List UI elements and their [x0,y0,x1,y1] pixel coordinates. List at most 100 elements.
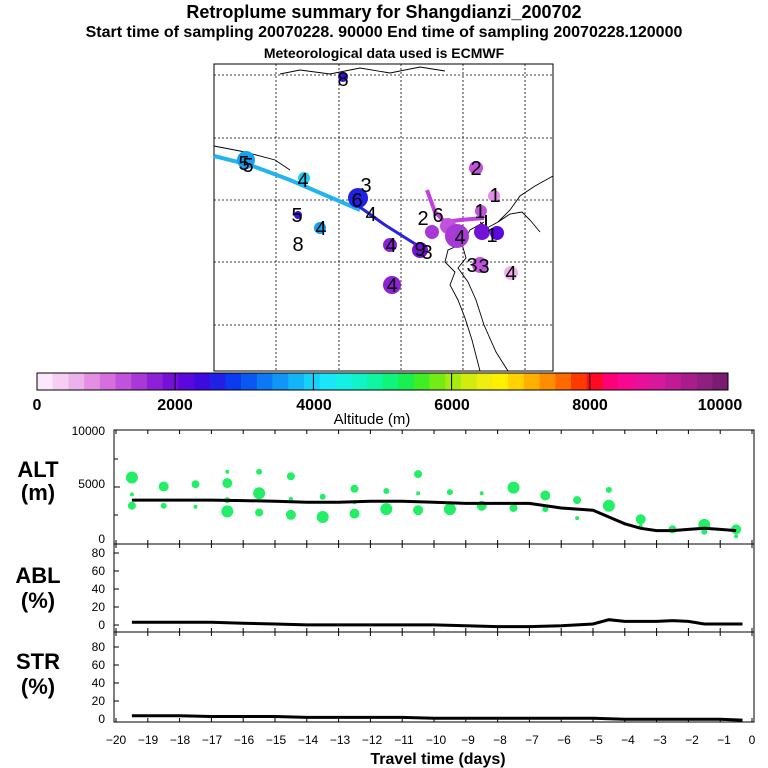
colorbar-segment [241,373,258,390]
x-tick-label: −12 [362,733,383,747]
colorbar-label: Altitude (m) [334,411,411,428]
colorbar-segment [602,373,619,390]
map-label: 1 [489,185,500,207]
abl-series-line [131,618,743,629]
x-tick-label: −2 [685,733,699,747]
map-label: 5 [242,155,253,177]
map-label: 5 [291,205,302,227]
colorbar-segment [445,373,462,390]
colorbar-segment [665,373,682,390]
colorbar-tick: 10000 [698,397,743,414]
colorbar-segment [586,373,603,390]
map-label: 4 [505,263,516,285]
x-axis-label: Travel time (days) [370,751,505,768]
map-label: 1 [474,201,485,223]
map-label: 8 [292,234,303,256]
alt-ytick: 5000 [78,477,105,491]
alt-ytick: 10000 [72,424,106,438]
panel-frames [113,429,755,723]
x-tick-label: −8 [493,733,507,747]
colorbar-segment [146,373,163,390]
map-label: 2 [470,158,481,180]
map-label: 4 [386,275,397,297]
trajectory-line-blue [349,198,421,249]
map-label: 3 [360,175,371,197]
alt-scatter-point [256,468,263,475]
colorbar-segment [413,373,430,390]
x-tick-label: −14 [298,733,319,747]
alt-scatter-point [255,508,264,517]
colorbar-segment [303,373,320,390]
map-marker [298,172,310,184]
x-tick-label: −5 [589,733,603,747]
map-label: 6 [351,190,362,212]
alt-scatter-point [380,503,393,516]
colorbar-segment [99,373,116,390]
str-ytick: 0 [98,712,105,726]
colorbar-segment [209,373,226,390]
alt-series-line [131,498,737,533]
map-marker [445,224,469,248]
alt-scatter-point [160,502,167,509]
colorbar-segment [712,373,729,390]
abl-ytick: 0 [98,618,105,632]
colorbar-segment [37,373,53,390]
str-panel-label: STR [16,649,60,674]
x-tick-label: −16 [234,733,255,747]
map-gridlines [214,64,553,371]
x-tick-label: −11 [394,733,414,747]
map-marker [504,266,518,280]
colorbar-tick: 6000 [434,397,470,414]
alt-scatter-point [158,481,169,492]
str-series-line [131,714,743,722]
alt-scatter-point [285,509,296,520]
x-tick-label: −1 [717,733,731,747]
map-label: 3 [421,242,432,264]
map-marker [472,257,488,273]
x-tick-label: −17 [202,733,223,747]
alt-scatter-point [413,505,424,516]
x-tick-label: −10 [426,733,447,747]
map-marker [469,161,483,175]
map-label: 3 [478,256,489,278]
alt-scatter-point [125,471,138,484]
abl-ytick: 60 [92,564,106,578]
alt-panel-label: ALT [17,457,59,482]
alt-scatter-point [446,489,453,496]
alt-scatter-point [349,508,360,519]
colorbar-segment [680,373,697,390]
alt-scatter-point [129,492,134,497]
map-label: 4 [315,218,326,240]
colorbar-segment [52,373,69,390]
colorbar-segment [84,373,101,390]
alt-scatter-point [416,491,421,496]
map-marker [475,205,487,217]
map-marker [425,225,439,239]
colorbar-segment [225,373,242,390]
map-label: 6 [432,205,443,227]
map-label: 5 [238,153,249,175]
alt-scatter-point [509,504,518,512]
chart-title: Retroplume summary for Shangdianzi_20070… [186,2,582,22]
map-label: 9 [414,239,425,261]
x-tick-label: −9 [461,733,475,747]
map-label: 4 [454,227,465,249]
colorbar-segment [68,373,85,390]
alt-scatter-point [383,488,390,494]
map-label: 1 [486,225,497,247]
map-marker [383,238,397,252]
alt-panel-unit: (m) [21,480,55,505]
alt-scatter-point [540,490,551,501]
alt-scatter-point [221,505,234,518]
map-marker [294,211,302,219]
map-marker [488,190,500,202]
alt-scatter-point [507,481,520,494]
alt-scatter-point [253,487,266,500]
str-ytick: 60 [92,658,106,672]
abl-panel-unit: (%) [21,588,55,613]
map-marker [490,226,504,240]
alt-scatter-point [222,478,233,489]
colorbar-segment [115,373,132,390]
alt-scatter-point [635,514,646,525]
str-ytick: 80 [92,640,106,654]
